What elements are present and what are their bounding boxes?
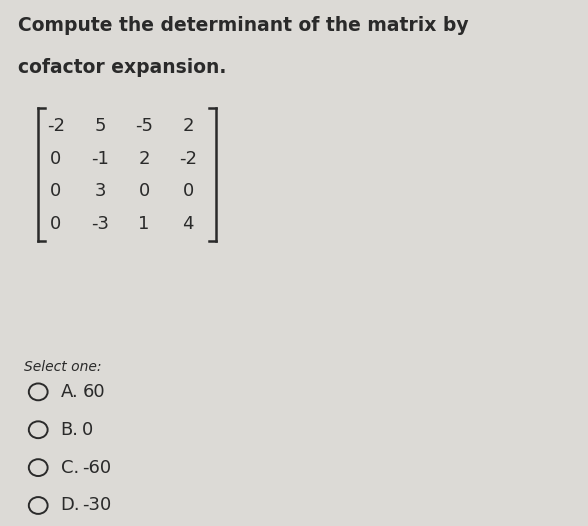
Text: -1: -1 [91,150,109,168]
Text: 4: 4 [182,215,194,233]
Text: 0: 0 [50,150,62,168]
Text: -2: -2 [47,117,65,135]
Text: 2: 2 [138,150,150,168]
Text: Compute the determinant of the matrix by: Compute the determinant of the matrix by [18,16,468,35]
Text: B.: B. [61,421,79,439]
Text: -5: -5 [135,117,153,135]
Text: 2: 2 [182,117,194,135]
Text: 1: 1 [138,215,150,233]
Text: 0: 0 [50,215,62,233]
Text: 0: 0 [182,183,194,200]
Text: 0: 0 [50,183,62,200]
Text: cofactor expansion.: cofactor expansion. [18,58,226,77]
Text: 60: 60 [82,383,105,401]
Text: A.: A. [61,383,78,401]
Text: -60: -60 [82,459,112,477]
Text: 3: 3 [94,183,106,200]
Text: 0: 0 [138,183,150,200]
Text: -3: -3 [91,215,109,233]
Text: -30: -30 [82,497,112,514]
Text: 5: 5 [94,117,106,135]
Text: Select one:: Select one: [24,360,101,375]
Text: 0: 0 [82,421,93,439]
Text: C.: C. [61,459,79,477]
Text: D.: D. [61,497,80,514]
Text: -2: -2 [179,150,197,168]
